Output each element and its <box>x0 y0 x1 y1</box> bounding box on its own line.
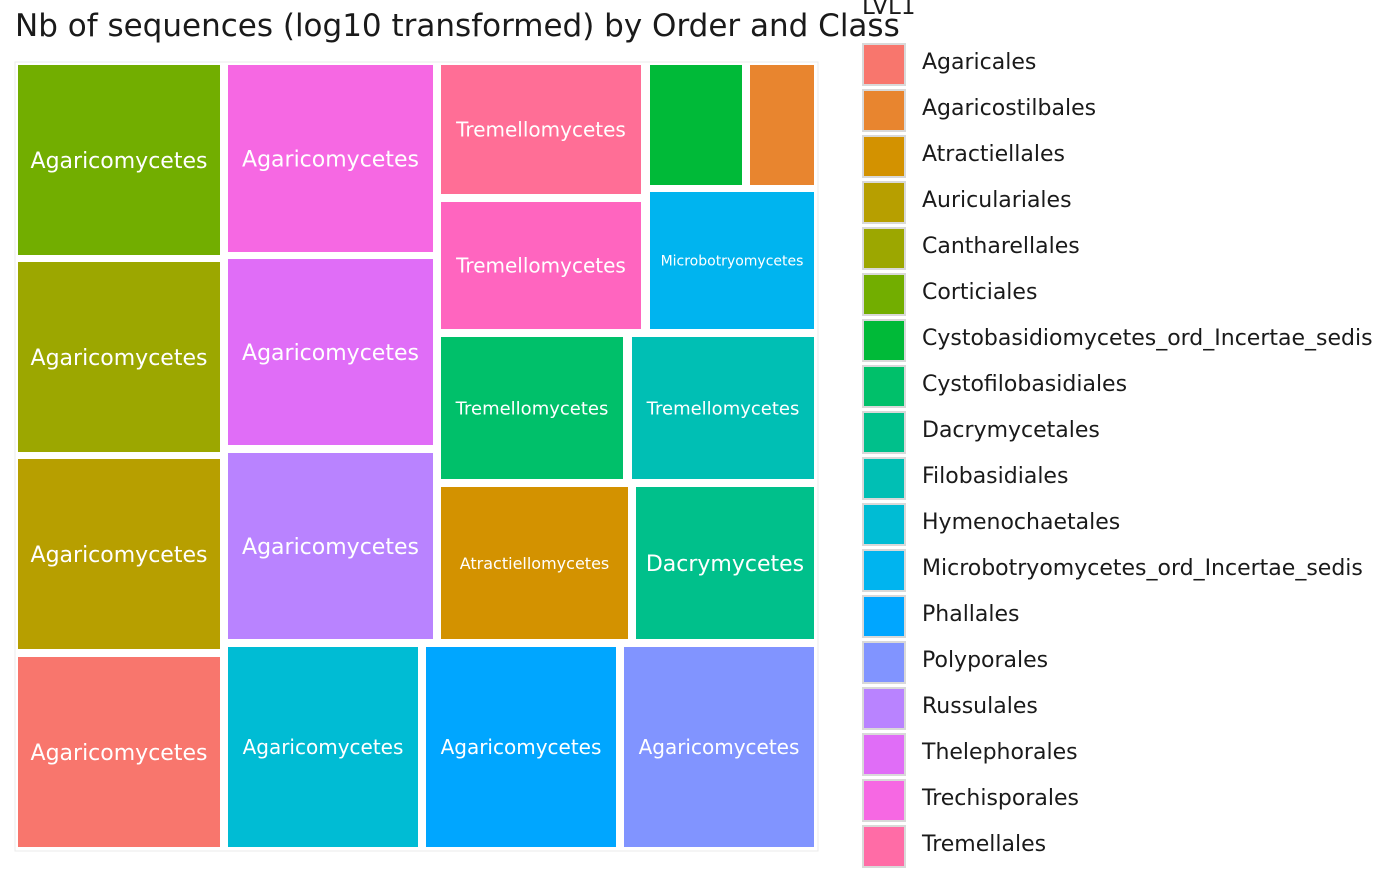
legend-item: Dacrymycetales <box>862 411 1392 457</box>
legend-item: Agaricales <box>862 43 1392 89</box>
legend-item: Trechisporales <box>862 779 1392 825</box>
legend-label: Cystobasidiomycetes_ord_Incertae_sedis <box>922 326 1373 351</box>
legend-key-swatch <box>862 411 906 454</box>
legend-label: Agaricostilbales <box>922 96 1097 121</box>
legend-key-swatch <box>862 733 906 776</box>
legend-key-swatch <box>862 227 906 270</box>
treemap-tile <box>228 647 418 847</box>
legend-label: Corticiales <box>922 280 1038 305</box>
legend-item: Phallales <box>862 595 1392 641</box>
legend-label: Agaricales <box>922 50 1037 75</box>
legend-title: LVL1 <box>862 0 916 20</box>
treemap-tile-label: Tremellomycetes <box>646 398 800 419</box>
treemap-tile <box>18 459 220 649</box>
treemap-tile <box>18 262 220 452</box>
treemap-tile <box>228 65 433 252</box>
legend-item: Atractiellales <box>862 135 1392 181</box>
legend-key-swatch <box>862 503 906 546</box>
legend-label: Atractiellales <box>922 142 1065 167</box>
legend-item: Thelephorales <box>862 733 1392 779</box>
legend-item: Auriculariales <box>862 181 1392 227</box>
legend-key-swatch <box>862 43 906 86</box>
legend-key-swatch <box>862 135 906 178</box>
legend-key-swatch <box>862 319 906 362</box>
treemap-tile-label: Dacrymycetes <box>646 552 804 577</box>
tiles-layer: Agaricomycetes Agaricomycetes Agaricomycet… <box>18 65 814 847</box>
legend-label: Hymenochaetales <box>922 510 1121 535</box>
treemap-tile-label: Agaricomycetes <box>243 735 404 759</box>
treemap-tile <box>441 65 641 194</box>
chart-title: Nb of sequences (log10 transformed) by O… <box>15 8 900 44</box>
treemap-tile-label: Agaricomycetes <box>31 543 208 568</box>
legend-key-swatch <box>862 779 906 822</box>
legend-item: Polyporales <box>862 641 1392 687</box>
treemap-tile <box>441 337 623 479</box>
treemap-border <box>14 61 819 852</box>
legend-key-swatch <box>862 273 906 316</box>
treemap-tile-label: Agaricomycetes <box>242 341 419 366</box>
treemap-tile <box>441 487 628 639</box>
treemap: Agaricomycetes Agaricomycetes Agaricomycet… <box>14 61 819 852</box>
legend-item: Cantharellales <box>862 227 1392 273</box>
treemap-tile <box>750 65 814 185</box>
legend-item: Corticiales <box>862 273 1392 319</box>
legend-label: Filobasidiales <box>922 464 1069 489</box>
legend-key-swatch <box>862 825 906 868</box>
legend-key-swatch <box>862 181 906 224</box>
legend-label: Thelephorales <box>922 740 1078 765</box>
legend-label: Cystofilobasidiales <box>922 372 1128 397</box>
legend-key-swatch <box>862 641 906 684</box>
legend-key-swatch <box>862 595 906 638</box>
legend-key-swatch <box>862 89 906 132</box>
treemap-tile <box>18 65 220 255</box>
legend-key-swatch <box>862 687 906 730</box>
legend-label: Polyporales <box>922 648 1049 673</box>
treemap-tile-label: Agaricomycetes <box>639 735 800 759</box>
treemap-tile <box>636 487 814 639</box>
legend-key-swatch <box>862 549 906 592</box>
legend-item: Agaricostilbales <box>862 89 1392 135</box>
treemap-tile-label: Tremellomycetes <box>455 118 626 142</box>
legend-key-swatch <box>862 457 906 500</box>
treemap-tile <box>228 259 433 445</box>
treemap-tile <box>632 337 814 479</box>
treemap-tile <box>624 647 814 847</box>
treemap-tile-label: Atractiellomycetes <box>460 554 610 573</box>
treemap-tile <box>18 657 220 847</box>
treemap-tile <box>650 65 742 185</box>
treemap-tile <box>228 453 433 639</box>
treemap-tile-label: Tremellomycetes <box>455 254 626 278</box>
legend-item: Russulales <box>862 687 1392 733</box>
legend-item: Tremellales <box>862 825 1392 871</box>
legend-item: Filobasidiales <box>862 457 1392 503</box>
legend-label: Trechisporales <box>922 786 1079 811</box>
treemap-tile-label: Microbotryomycetes <box>661 254 804 270</box>
legend-label: Phallales <box>922 602 1020 627</box>
legend-label: Cantharellales <box>922 234 1080 259</box>
treemap-tile <box>441 202 641 329</box>
legend-label: Tremellales <box>922 832 1047 857</box>
legend-item: Cystofilobasidiales <box>862 365 1392 411</box>
treemap-tile-label: Agaricomycetes <box>31 741 208 766</box>
legend-item: Microbotryomycetes_ord_Incertae_sedis <box>862 549 1392 595</box>
legend-key-swatch <box>862 365 906 408</box>
treemap-tile-label: Agaricomycetes <box>441 735 602 759</box>
treemap-tile-label: Agaricomycetes <box>31 149 208 174</box>
legend-item: Hymenochaetales <box>862 503 1392 549</box>
legend-item: Cystobasidiomycetes_ord_Incertae_sedis <box>862 319 1392 365</box>
legend-label: Dacrymycetales <box>922 418 1100 443</box>
legend-label: Microbotryomycetes_ord_Incertae_sedis <box>922 556 1363 581</box>
treemap-tile-label: Agaricomycetes <box>31 346 208 371</box>
treemap-tile-label: Agaricomycetes <box>242 535 419 560</box>
treemap-tile <box>650 192 814 329</box>
legend-label: Russulales <box>922 694 1038 719</box>
treemap-tile <box>426 647 616 847</box>
legend-label: Auriculariales <box>922 188 1072 213</box>
treemap-tile-label: Tremellomycetes <box>455 398 609 419</box>
treemap-tile-label: Agaricomycetes <box>242 147 419 172</box>
